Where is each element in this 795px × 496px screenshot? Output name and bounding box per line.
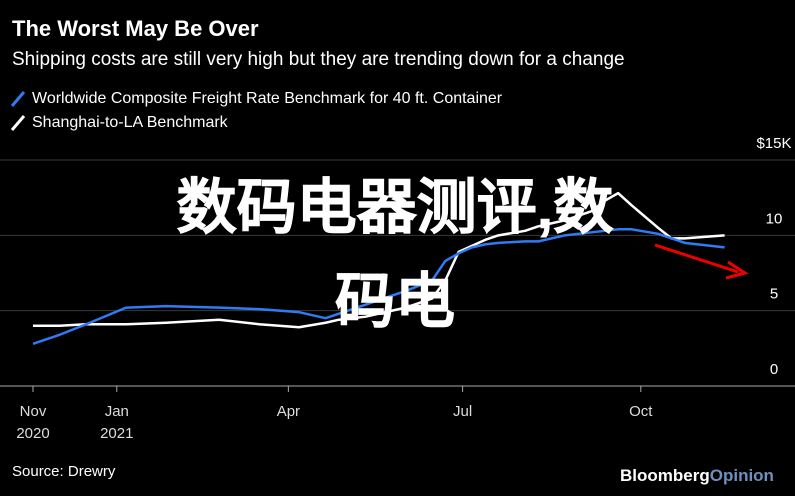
overlay-text: 数码电器测评,数 [177,174,614,241]
legend-swatch [10,115,26,131]
logo: BloombergOpinion [620,466,774,485]
x-tick-label: Jan 2021 [100,403,134,442]
x-tick-label: Nov 2020 [16,403,50,442]
series-line [33,191,725,329]
legend-label: Shanghai-to-LA Benchmark [32,114,229,131]
chart-subtitle: Shipping costs are still very high but t… [12,49,625,70]
series-line [32,228,725,345]
overlay-arrowhead [725,260,749,280]
source: Source: Drewry [12,463,116,480]
logo-part: Opinion [710,466,774,485]
legend-swatch [10,91,26,107]
x-tick-label: Jul [452,403,473,420]
y-tick-label: 10 [766,210,783,227]
chart-title: The Worst May Be Over [12,16,259,41]
y-tick-label: $15K [756,135,791,152]
logo-part: Bloomberg [620,466,710,485]
plot: $15K 10 5 0 [0,135,795,392]
y-tick-label: 0 [770,361,778,378]
x-tick-label: Apr [276,403,301,420]
legend-label: Worldwide Composite Freight Rate Benchma… [32,90,503,107]
overlay-arrow [654,243,739,274]
overlay-text: 码电 [335,268,455,335]
y-tick-label: 5 [770,286,778,303]
x-tick-label: Oct [629,403,653,420]
